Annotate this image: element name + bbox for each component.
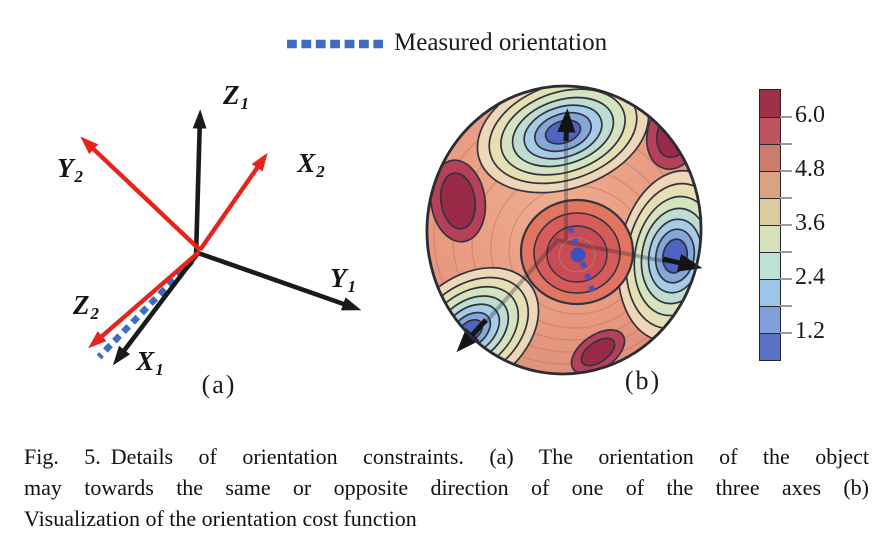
- colorbar-segment: [760, 333, 780, 360]
- colorbar-tick: [780, 143, 792, 145]
- z1-axis-arrow: [192, 109, 207, 258]
- colorbar-tick: [780, 170, 792, 172]
- axis-label-x2: X2: [297, 148, 325, 181]
- cost-ellipsoid: [417, 76, 711, 384]
- x2-axis-arrow: [198, 152, 268, 252]
- axis-label-y2: Y2: [57, 153, 83, 186]
- axis-label-x1: X1: [136, 346, 164, 379]
- colorbar-segment: [760, 117, 780, 144]
- colorbar-label-4.8: 4.8: [795, 155, 825, 182]
- colorbar-tick: [780, 251, 792, 253]
- colorbar-segment: [760, 144, 780, 171]
- colorbar-bar: [759, 89, 781, 361]
- coordinate-diagram: [80, 109, 362, 366]
- colorbar-segment: [760, 90, 780, 117]
- colorbar-segment: [760, 225, 780, 252]
- colorbar-segment: [760, 171, 780, 198]
- frame2-axes: [80, 136, 268, 349]
- top-arrow: [557, 108, 576, 142]
- measured-orientation-dot: [570, 247, 586, 263]
- colorbar-label-6: 6.0: [795, 101, 825, 128]
- colorbar-segment: [760, 198, 780, 225]
- ellipsoid-outline: [425, 84, 703, 376]
- y2-axis-arrow: [80, 136, 202, 252]
- colorbar-segment: [760, 279, 780, 306]
- colorbar-tick: [780, 224, 792, 226]
- colorbar-label-2.4: 2.4: [795, 263, 825, 290]
- bottom-left-arrow: [456, 318, 488, 353]
- caption-line-2: may towards the same or opposite directi…: [24, 475, 869, 500]
- right-arrow: [662, 253, 703, 272]
- x1-axis-arrow: [112, 251, 200, 366]
- y1-axis-arrow: [197, 250, 362, 311]
- colorbar-tick: [780, 197, 792, 199]
- colorbar-segment: [760, 252, 780, 279]
- caption-line-1: Fig. 5. Details of orientation constraint…: [24, 444, 869, 469]
- axis-label-y1: Y1: [330, 263, 356, 296]
- panel-b-label: (b): [624, 366, 662, 395]
- legend-label: Measured orientation: [394, 28, 608, 56]
- colorbar-tick: [780, 332, 792, 334]
- axis-label-z1: Z1: [223, 80, 249, 113]
- figure-caption: Fig. 5. Details of orientation constraint…: [24, 441, 869, 534]
- colorbar-tick: [780, 305, 792, 307]
- colorbar-label-3.6: 3.6: [795, 209, 825, 236]
- colorbar-segment: [760, 306, 780, 333]
- colorbar-label-1.2: 1.2: [795, 317, 825, 344]
- frame1-axes: [112, 109, 362, 366]
- measured-orientation-dashes: [96, 258, 195, 360]
- z2-axis-arrow: [88, 250, 201, 349]
- colorbar-tick: [780, 116, 792, 118]
- minima-arrows: [456, 108, 703, 353]
- axis-label-z2: Z2: [73, 290, 99, 323]
- caption-line-3: Visualization of the orientation cost fu…: [24, 506, 417, 531]
- panel-a-label: (a): [201, 370, 237, 399]
- colorbar: 6.0 4.8 3.6 2.4 1.2: [759, 89, 879, 363]
- colorbar-tick: [780, 278, 792, 280]
